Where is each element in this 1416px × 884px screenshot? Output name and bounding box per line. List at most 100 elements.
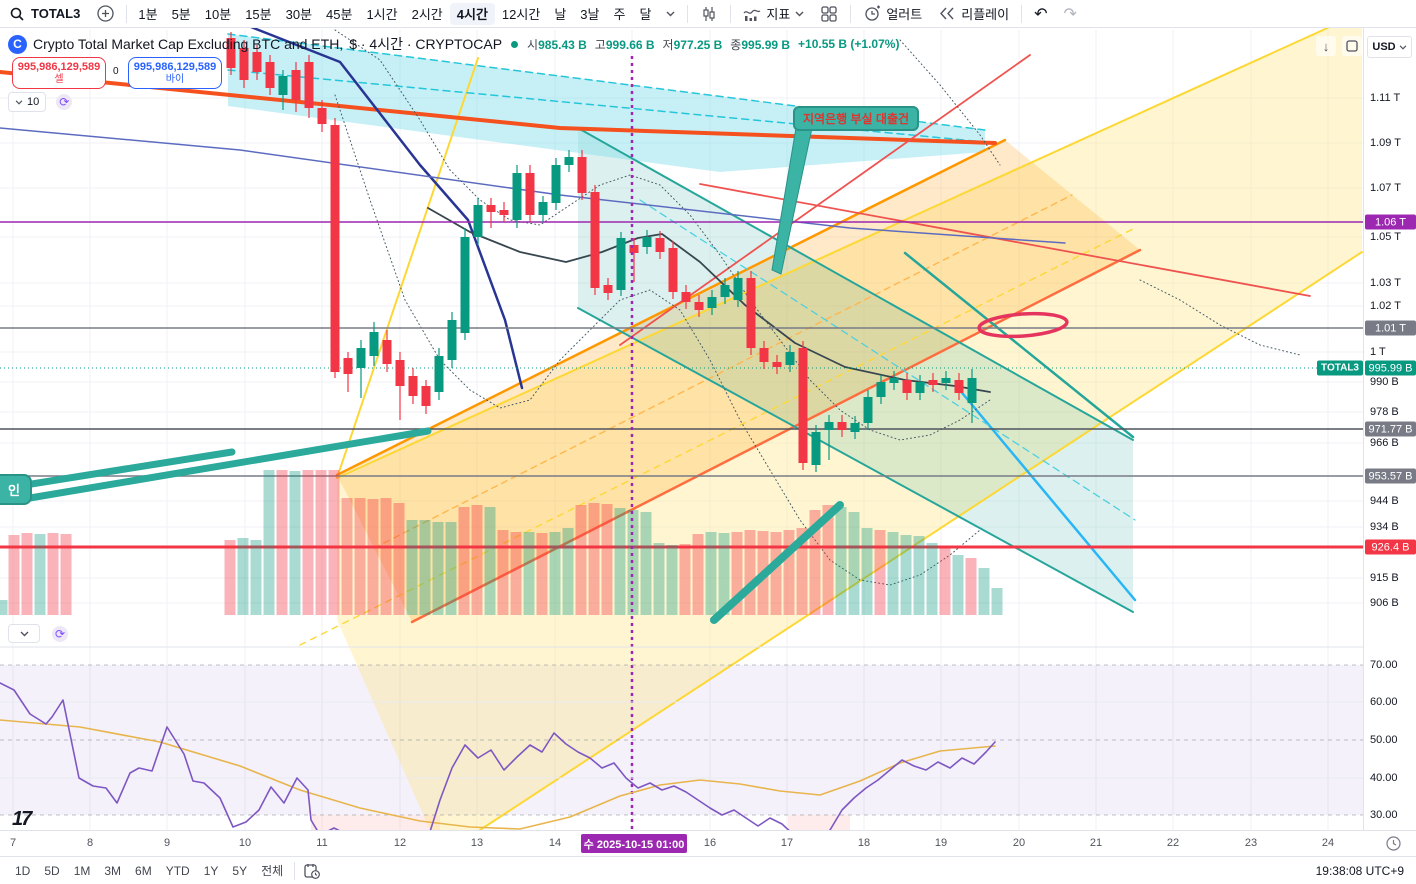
price-label: 915 B bbox=[1370, 572, 1399, 584]
compare-add-button[interactable] bbox=[88, 2, 122, 26]
change-value: +10.55 B (+1.07%) bbox=[798, 37, 900, 51]
sync-icon[interactable]: ⟳ bbox=[56, 94, 73, 110]
timezone-clock-icon[interactable] bbox=[1386, 836, 1401, 854]
timeframe-5분[interactable]: 5분 bbox=[171, 7, 191, 22]
chevron-down-icon bbox=[15, 99, 23, 105]
download-icon[interactable]: ↓ bbox=[1316, 36, 1336, 56]
trade-panel: 995,986,129,589 셀 0 995,986,129,589 바이 bbox=[12, 57, 222, 89]
time-label: 11 bbox=[316, 837, 328, 849]
high-value: 999.66 B bbox=[605, 37, 655, 52]
undo-button[interactable]: ↶ bbox=[1034, 5, 1048, 23]
range-5Y[interactable]: 5Y bbox=[232, 863, 248, 878]
symbol-legend[interactable]: C Crypto Total Market Cap Excluding BTC … bbox=[8, 34, 899, 54]
chevron-down-icon bbox=[1399, 44, 1406, 50]
layout-grid-button[interactable] bbox=[812, 2, 846, 26]
timeframe-달[interactable]: 달 bbox=[639, 7, 652, 22]
alert-button[interactable]: 얼러트 bbox=[855, 2, 930, 26]
price-label: 966 B bbox=[1370, 437, 1399, 449]
replay-button[interactable]: 리플레이 bbox=[930, 2, 1017, 26]
low-value: 977.25 B bbox=[673, 37, 723, 52]
time-label: 10 bbox=[238, 837, 252, 849]
timeframe-15분[interactable]: 15분 bbox=[245, 7, 272, 22]
range-전체[interactable]: 전체 bbox=[261, 864, 284, 878]
time-label: 9 bbox=[163, 837, 171, 849]
timeframe-2시간[interactable]: 2시간 bbox=[411, 7, 443, 22]
alert-clock-icon bbox=[863, 5, 881, 23]
pane-collapse-button[interactable] bbox=[8, 624, 40, 643]
date-range-row: 1D 5D 1M 3M 6M YTD 1Y 5Y 전체 bbox=[0, 861, 290, 881]
timeframe-날[interactable]: 날 bbox=[554, 7, 567, 22]
price-badge: 971.77 B bbox=[1365, 421, 1416, 437]
range-1D[interactable]: 1D bbox=[15, 863, 31, 878]
symbol-search-button[interactable]: TOTAL3 bbox=[0, 2, 88, 26]
time-label: 24 bbox=[1321, 837, 1335, 849]
left-edge-callout[interactable]: 인 bbox=[0, 474, 32, 505]
toolbar-divider bbox=[1021, 4, 1023, 23]
spread-value: 0 bbox=[111, 66, 121, 77]
price-label: 40.00 bbox=[1370, 772, 1398, 784]
session-time[interactable]: 19:38:08 UTC+9 bbox=[1315, 863, 1404, 878]
time-label: 23 bbox=[1244, 837, 1258, 849]
bottom-toolbar: 1D 5D 1M 3M 6M YTD 1Y 5Y 전체 19:38:08 UTC+9 bbox=[0, 856, 1416, 884]
price-label: 70.00 bbox=[1370, 659, 1398, 671]
symbol-tag-badge: TOTAL3 bbox=[1317, 360, 1363, 376]
close-value: 995.99 B bbox=[741, 37, 791, 52]
timeframe-45분[interactable]: 45분 bbox=[326, 7, 353, 22]
symbol-name: TOTAL3 bbox=[31, 6, 81, 21]
timeframe-30분[interactable]: 30분 bbox=[285, 7, 313, 22]
price-label: 1.05 T bbox=[1370, 231, 1401, 243]
symbol-interval-info: $ · 4시간 · CRYPTOCAP bbox=[349, 36, 503, 52]
timeframe-4시간[interactable]: 4시간 bbox=[449, 2, 495, 25]
chart-corner-controls: ↓ bbox=[1316, 36, 1362, 56]
timeframe-주[interactable]: 주 bbox=[613, 7, 626, 22]
range-6M[interactable]: 6M bbox=[135, 863, 152, 878]
range-5D[interactable]: 5D bbox=[44, 863, 60, 878]
open-label: 시 bbox=[527, 37, 539, 52]
alert-label: 얼러트 bbox=[886, 7, 923, 22]
sell-button[interactable]: 995,986,129,589 셀 bbox=[12, 57, 106, 89]
currency-selector[interactable]: USD bbox=[1367, 36, 1412, 58]
timeframe-3날[interactable]: 3날 bbox=[580, 7, 600, 22]
time-label: 8 bbox=[86, 837, 94, 849]
rsi-pane-controls: ⟳ bbox=[8, 624, 68, 643]
buy-button[interactable]: 995,986,129,589 바이 bbox=[128, 57, 222, 89]
timeframe-12시간[interactable]: 12시간 bbox=[501, 7, 541, 22]
main-chart-canvas[interactable] bbox=[0, 0, 1363, 830]
price-label: 1.11 T bbox=[1370, 92, 1401, 104]
candlestick-icon bbox=[700, 5, 718, 23]
range-1Y[interactable]: 1Y bbox=[203, 863, 219, 878]
maximize-icon[interactable] bbox=[1342, 36, 1362, 56]
low-label: 저 bbox=[662, 37, 674, 52]
symbol-title: Crypto Total Market Cap Excluding BTC an… bbox=[33, 36, 344, 52]
price-badge: 953.57 B bbox=[1365, 468, 1416, 484]
tradingview-logo[interactable]: 17 bbox=[12, 808, 32, 830]
interval-dropdown-button[interactable] bbox=[658, 2, 683, 26]
crosshair-date-badge: 수 2025-10-15 01:00 bbox=[581, 834, 687, 853]
timeframe-row: 1분 5분 10분 15분 30분 45분 1시간 2시간 4시간 12시간 날 3날 주 달 bbox=[131, 2, 658, 25]
timeframe-1시간[interactable]: 1시간 bbox=[366, 7, 398, 22]
time-axis[interactable]: 수 2025-10-15 01:00 7 8 9 10 11 12 13 14 16 17 18 19… bbox=[0, 830, 1416, 857]
high-label: 고 bbox=[594, 37, 606, 52]
quantity-value: 10 bbox=[27, 96, 40, 108]
time-label: 19 bbox=[934, 837, 948, 849]
range-YTD[interactable]: YTD bbox=[165, 863, 190, 878]
price-axis[interactable]: 1.11 T 1.09 T 1.07 T 1.05 T 1.03 T 1.02 T 1 T 9… bbox=[1317, 27, 1416, 830]
sell-label: 셀 bbox=[54, 73, 64, 85]
indicators-button[interactable]: 지표 bbox=[735, 2, 812, 26]
layout-grid-icon bbox=[820, 5, 838, 23]
chart-style-button[interactable] bbox=[692, 2, 726, 26]
timeframe-10분[interactable]: 10분 bbox=[204, 7, 232, 22]
timeframe-1분[interactable]: 1분 bbox=[138, 7, 158, 22]
sync-icon[interactable]: ⟳ bbox=[52, 625, 68, 642]
time-label: 20 bbox=[1012, 837, 1026, 849]
go-to-date-icon[interactable] bbox=[303, 862, 321, 880]
range-3M[interactable]: 3M bbox=[104, 863, 122, 878]
bank-news-callout[interactable]: 지역은행 부실 대출건 bbox=[793, 106, 920, 131]
quantity-selector[interactable]: 10 bbox=[8, 92, 47, 112]
price-badge: 1.06 T bbox=[1365, 214, 1416, 230]
redo-button[interactable]: ↷ bbox=[1063, 5, 1077, 23]
price-label: 60.00 bbox=[1370, 696, 1398, 708]
range-1M[interactable]: 1M bbox=[73, 863, 91, 878]
price-label: 978 B bbox=[1370, 406, 1399, 418]
